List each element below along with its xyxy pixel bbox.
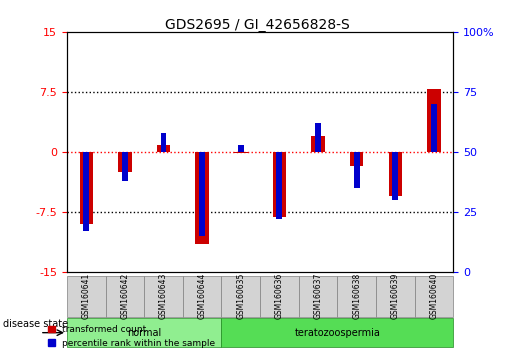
Bar — [350, 152, 364, 166]
FancyBboxPatch shape — [337, 276, 376, 317]
Text: GSM160637: GSM160637 — [314, 273, 322, 319]
FancyBboxPatch shape — [221, 276, 260, 317]
Bar — [311, 136, 325, 152]
Bar — [161, 133, 166, 152]
Text: normal: normal — [127, 328, 161, 338]
Bar — [392, 152, 398, 200]
Bar — [122, 152, 128, 181]
Bar — [315, 123, 321, 152]
Bar — [354, 152, 359, 188]
Text: GSM160636: GSM160636 — [275, 273, 284, 319]
Text: GSM160640: GSM160640 — [430, 273, 438, 319]
FancyBboxPatch shape — [221, 318, 453, 347]
Text: GSM160644: GSM160644 — [198, 273, 207, 319]
Text: GSM160643: GSM160643 — [159, 273, 168, 319]
Bar — [388, 152, 402, 196]
Bar — [79, 152, 93, 224]
Bar — [199, 152, 205, 236]
Bar — [238, 145, 244, 152]
Text: GSM160639: GSM160639 — [391, 273, 400, 319]
FancyBboxPatch shape — [144, 276, 183, 317]
Bar — [118, 152, 132, 172]
Bar — [431, 104, 437, 152]
Text: GSM160642: GSM160642 — [121, 273, 129, 319]
FancyBboxPatch shape — [183, 276, 221, 317]
Bar — [272, 152, 286, 217]
Text: GSM160638: GSM160638 — [352, 273, 361, 319]
Text: disease state: disease state — [3, 319, 67, 329]
FancyBboxPatch shape — [106, 276, 144, 317]
Bar — [195, 152, 209, 244]
Bar — [157, 145, 170, 152]
FancyBboxPatch shape — [67, 318, 221, 347]
FancyBboxPatch shape — [67, 276, 106, 317]
FancyBboxPatch shape — [415, 276, 453, 317]
FancyBboxPatch shape — [299, 276, 337, 317]
Text: GDS2695 / GI_42656828-S: GDS2695 / GI_42656828-S — [165, 18, 350, 32]
FancyBboxPatch shape — [376, 276, 415, 317]
Bar — [427, 90, 441, 152]
Bar — [83, 152, 89, 231]
Text: GSM160641: GSM160641 — [82, 273, 91, 319]
Text: GSM160635: GSM160635 — [236, 273, 245, 319]
Legend: transformed count, percentile rank within the sample: transformed count, percentile rank withi… — [46, 323, 217, 349]
Bar — [234, 152, 248, 154]
FancyBboxPatch shape — [260, 276, 299, 317]
Text: teratozoospermia: teratozoospermia — [295, 328, 380, 338]
Bar — [277, 152, 282, 219]
